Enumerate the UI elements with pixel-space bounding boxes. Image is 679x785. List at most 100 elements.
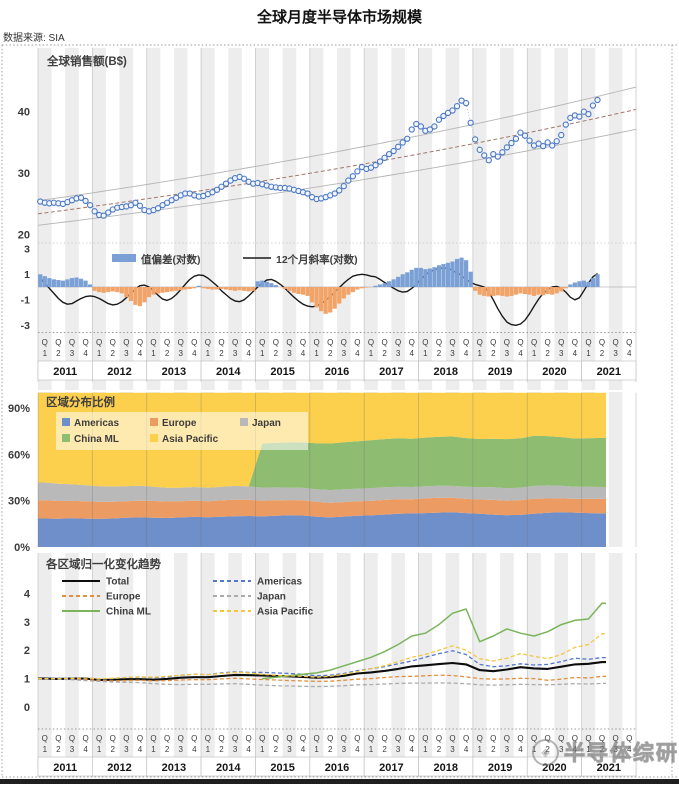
svg-text:Q: Q [612,338,618,347]
svg-text:4: 4 [410,349,415,358]
svg-text:Q: Q [381,734,387,743]
svg-text:Q: Q [42,734,48,743]
svg-text:2: 2 [165,745,170,754]
svg-text:2: 2 [491,745,496,754]
svg-text:2015: 2015 [270,366,294,378]
svg-text:Q: Q [55,338,61,347]
svg-text:2: 2 [111,349,116,358]
svg-text:4: 4 [138,745,143,754]
svg-text:2: 2 [328,745,333,754]
svg-text:0%: 0% [14,542,30,554]
svg-text:1: 1 [151,349,156,358]
svg-text:Q: Q [477,338,483,347]
svg-text:Q: Q [599,734,605,743]
svg-text:Q: Q [69,338,75,347]
svg-text:2014: 2014 [216,366,241,378]
svg-text:Q: Q [178,734,184,743]
svg-text:4: 4 [627,745,632,754]
svg-text:Q: Q [259,734,265,743]
svg-text:3: 3 [613,349,618,358]
bottom-divider-bar [0,779,679,784]
svg-text:Q: Q [585,338,591,347]
svg-text:1: 1 [477,745,482,754]
svg-text:30%: 30% [8,496,30,508]
svg-text:Q: Q [368,338,374,347]
svg-text:2: 2 [274,349,279,358]
svg-text:3: 3 [450,745,455,754]
svg-text:Q: Q [626,338,632,347]
svg-text:4: 4 [355,349,360,358]
svg-text:Q: Q [123,338,129,347]
svg-text:Q: Q [490,338,496,347]
svg-text:Q: Q [273,338,279,347]
svg-text:3: 3 [178,745,183,754]
svg-text:2: 2 [600,349,605,358]
svg-text:Q: Q [422,338,428,347]
svg-text:1: 1 [260,745,265,754]
svg-text:Q: Q [300,734,306,743]
svg-text:1: 1 [43,349,48,358]
svg-text:2: 2 [24,645,30,657]
svg-text:Q: Q [150,734,156,743]
svg-text:Q: Q [164,734,170,743]
svg-text:Q: Q [354,338,360,347]
svg-text:Q: Q [137,338,143,347]
svg-text:Q: Q [205,338,211,347]
svg-text:1: 1 [24,269,30,281]
svg-text:-3: -3 [21,320,30,332]
svg-text:Q: Q [341,338,347,347]
svg-text:Q: Q [96,734,102,743]
svg-text:4: 4 [464,745,469,754]
svg-text:Q: Q [246,338,252,347]
svg-text:Q: Q [341,734,347,743]
svg-text:4: 4 [83,349,88,358]
svg-text:China ML: China ML [74,434,119,445]
svg-text:2019: 2019 [488,366,512,378]
svg-text:Q: Q [504,338,510,347]
svg-text:2: 2 [437,745,442,754]
svg-text:Americas: Americas [74,418,119,429]
svg-text:3: 3 [24,243,30,255]
sales-scatter-points [37,96,601,219]
svg-text:40: 40 [18,107,30,119]
svg-text:Q: Q [585,734,591,743]
svg-text:2016: 2016 [325,762,349,774]
svg-text:2020: 2020 [542,366,566,378]
svg-text:4: 4 [301,349,306,358]
svg-text:1: 1 [532,745,537,754]
svg-text:2: 2 [545,349,550,358]
svg-text:Q: Q [558,338,564,347]
svg-text:Q: Q [449,338,455,347]
svg-text:Q: Q [137,734,143,743]
svg-text:1: 1 [477,349,482,358]
svg-text:90%: 90% [8,403,30,415]
svg-text:Asia Pacific: Asia Pacific [162,434,219,445]
svg-text:Q: Q [164,338,170,347]
svg-text:Q: Q [545,734,551,743]
svg-text:Japan: Japan [252,418,281,429]
svg-text:1: 1 [423,349,428,358]
svg-text:1: 1 [24,674,30,686]
svg-text:2: 2 [219,349,224,358]
svg-text:Q: Q [436,338,442,347]
svg-text:20: 20 [18,230,30,242]
svg-text:Q: Q [368,734,374,743]
svg-text:Q: Q [517,734,523,743]
svg-text:2: 2 [437,349,442,358]
svg-text:区域分布比例: 区域分布比例 [46,395,115,409]
svg-text:Q: Q [354,734,360,743]
svg-text:3: 3 [505,745,510,754]
svg-text:Q: Q [82,338,88,347]
svg-text:1: 1 [314,349,319,358]
svg-text:1: 1 [260,349,265,358]
svg-text:Q: Q [313,338,319,347]
svg-text:Q: Q [300,338,306,347]
svg-text:2021: 2021 [597,762,621,774]
svg-text:3: 3 [24,617,30,629]
background-stripes [38,48,623,777]
svg-text:Q: Q [531,734,537,743]
svg-text:2013: 2013 [162,366,186,378]
svg-text:Q: Q [110,338,116,347]
svg-text:1: 1 [532,349,537,358]
